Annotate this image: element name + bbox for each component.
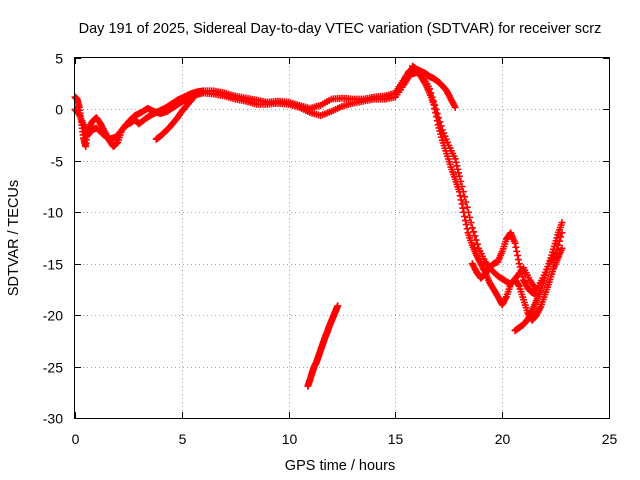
data-point bbox=[427, 89, 435, 97]
y-tick-label: 5 bbox=[55, 51, 63, 67]
data-point bbox=[517, 266, 525, 274]
data-point bbox=[452, 158, 460, 166]
plot-frame bbox=[74, 57, 610, 419]
data-points bbox=[71, 62, 566, 390]
data-point bbox=[468, 224, 476, 232]
data-point bbox=[467, 219, 475, 227]
data-point bbox=[455, 172, 463, 180]
data-point bbox=[451, 103, 459, 111]
data-point bbox=[334, 302, 342, 310]
data-point bbox=[432, 105, 440, 113]
series-track-g bbox=[304, 302, 342, 390]
data-point bbox=[459, 188, 467, 196]
data-point bbox=[454, 165, 462, 173]
y-tick-label: 0 bbox=[55, 102, 63, 118]
y-tick-label: -20 bbox=[43, 308, 63, 324]
y-tick-label: -30 bbox=[43, 411, 63, 427]
y-tick-label: -5 bbox=[51, 154, 64, 170]
data-point bbox=[453, 162, 461, 170]
data-point bbox=[518, 270, 526, 278]
data-point bbox=[451, 155, 459, 163]
data-point bbox=[463, 225, 471, 233]
data-point bbox=[515, 260, 523, 268]
x-tick-label: 20 bbox=[495, 431, 511, 447]
data-point bbox=[426, 85, 434, 93]
data-point bbox=[195, 88, 203, 96]
series-track-e bbox=[468, 229, 540, 299]
x-tick-label: 0 bbox=[72, 431, 80, 447]
data-point bbox=[458, 183, 466, 191]
data-point bbox=[464, 208, 472, 216]
chart-title: Day 191 of 2025, Sidereal Day-to-day VTE… bbox=[79, 21, 602, 37]
data-point bbox=[457, 177, 465, 185]
data-point bbox=[466, 213, 474, 221]
x-tick-label: 25 bbox=[602, 431, 618, 447]
data-point bbox=[512, 243, 520, 251]
data-point bbox=[519, 273, 527, 281]
x-tick-label: 15 bbox=[388, 431, 404, 447]
data-point bbox=[513, 247, 521, 255]
y-tick-label: -10 bbox=[43, 205, 63, 221]
data-point bbox=[431, 101, 439, 109]
y-tick-label: -25 bbox=[43, 360, 63, 376]
y-tick-label: -15 bbox=[43, 257, 63, 273]
series-track-d bbox=[408, 62, 459, 111]
data-point bbox=[514, 256, 522, 264]
series-track-c bbox=[152, 88, 203, 143]
data-point bbox=[456, 192, 464, 200]
data-point bbox=[473, 240, 481, 248]
data-point bbox=[428, 93, 436, 101]
data-point bbox=[516, 263, 524, 271]
data-point bbox=[470, 228, 478, 236]
data-point bbox=[429, 97, 437, 105]
data-point bbox=[514, 281, 522, 289]
data-point bbox=[463, 203, 471, 211]
data-point bbox=[514, 251, 522, 259]
x-tick-label: 5 bbox=[179, 431, 187, 447]
data-point bbox=[437, 122, 445, 130]
data-point bbox=[462, 198, 470, 206]
data-point bbox=[558, 219, 566, 227]
data-point bbox=[511, 239, 519, 247]
data-point bbox=[455, 169, 463, 177]
data-point bbox=[558, 244, 566, 252]
x-axis-label: GPS time / hours bbox=[285, 458, 395, 474]
data-point bbox=[436, 118, 444, 126]
y-axis-label: SDTVAR / TECUs bbox=[6, 180, 22, 296]
data-point bbox=[461, 212, 469, 220]
series-track-f bbox=[511, 219, 566, 335]
data-point bbox=[461, 193, 469, 201]
data-point bbox=[459, 204, 467, 212]
tick-labels: 0 5 10 15 20 25 5 0 -5 -10 -15 -20 -25 -30 bbox=[43, 51, 618, 448]
data-point bbox=[472, 236, 480, 244]
series-track-a bbox=[71, 64, 566, 324]
data-point bbox=[461, 217, 469, 225]
data-point bbox=[194, 89, 202, 97]
data-point bbox=[435, 114, 443, 122]
data-point bbox=[462, 221, 470, 229]
data-point bbox=[458, 200, 466, 208]
x-tick-label: 10 bbox=[282, 431, 298, 447]
data-point bbox=[471, 232, 479, 240]
data-point bbox=[433, 110, 441, 118]
